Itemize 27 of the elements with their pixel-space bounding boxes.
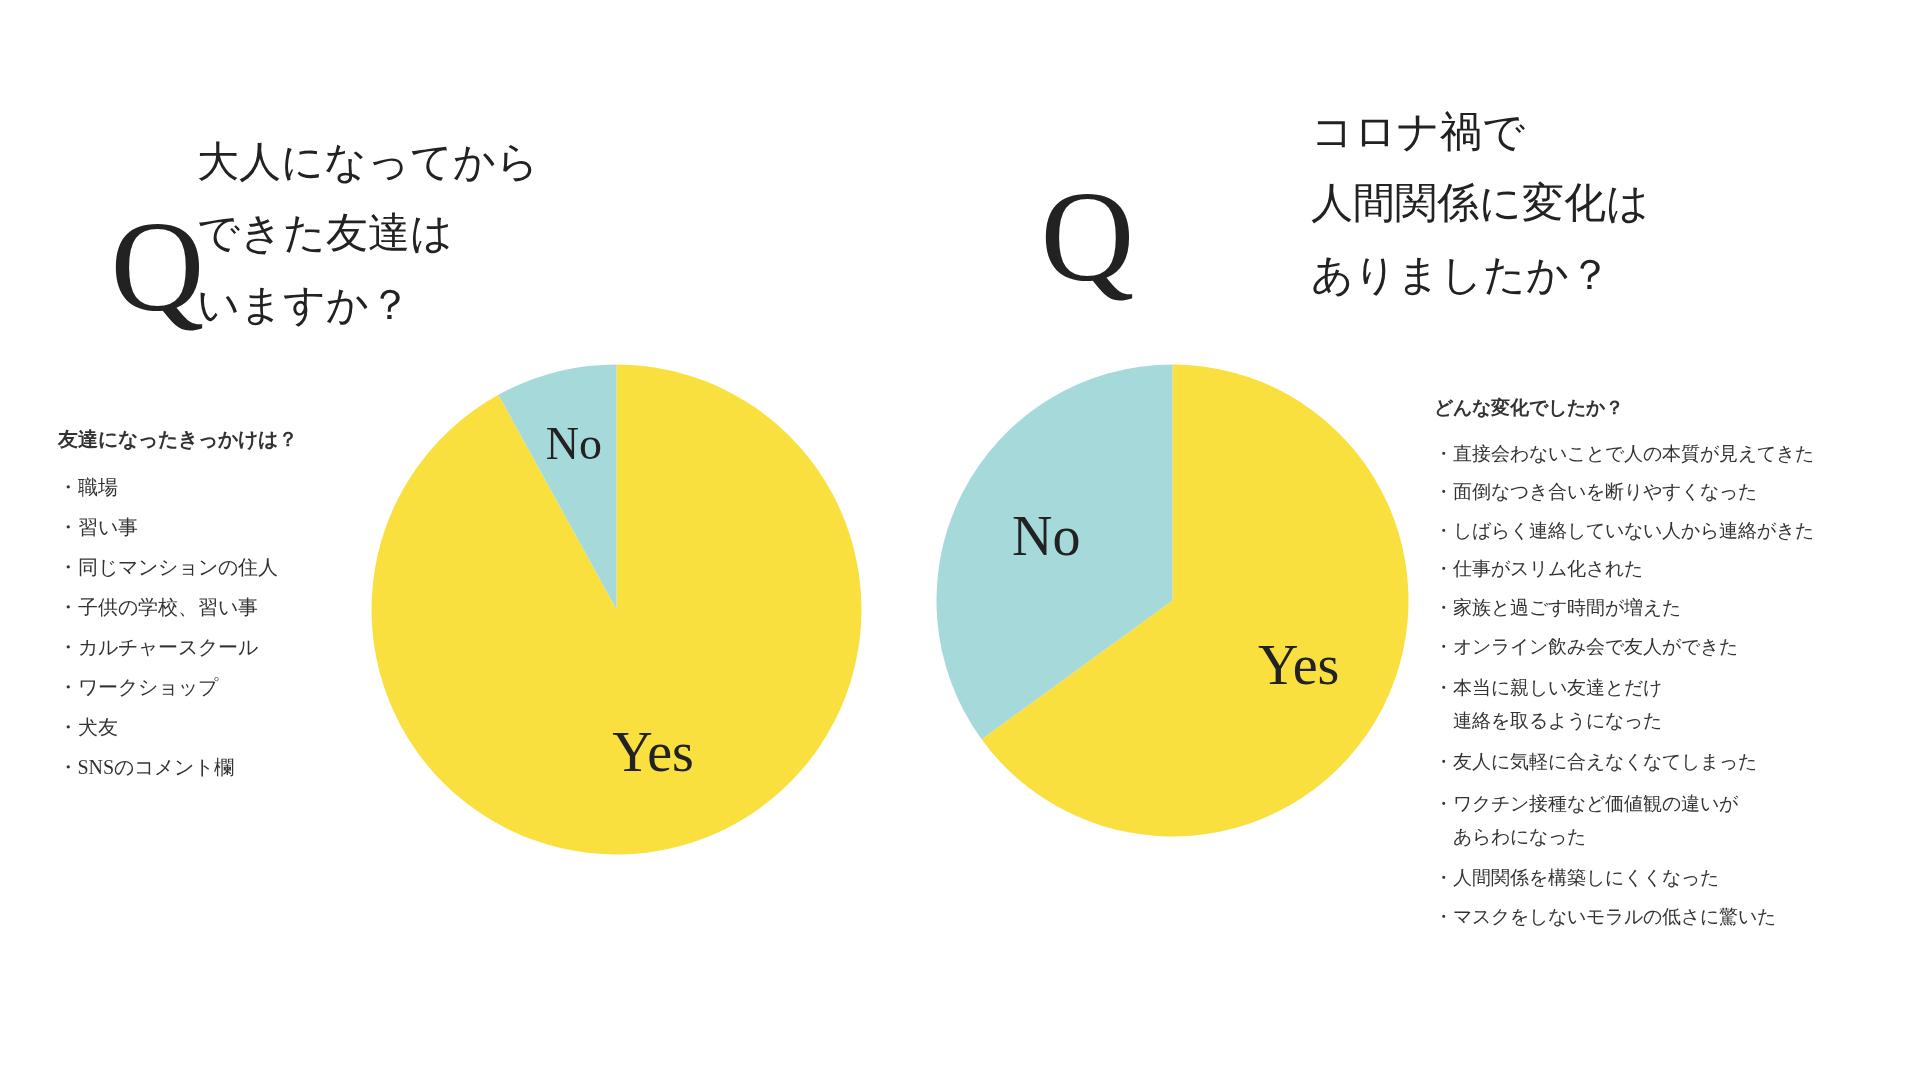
text: ・人間関係を構築しにくくなった: [1433, 867, 1719, 889]
text: ・職場: [57, 475, 118, 498]
slice-label: No: [1012, 505, 1081, 568]
chart-title: Q: [1040, 163, 1135, 308]
text: ・習い事: [57, 515, 138, 538]
text: ・オンライン飲み会で友人ができた: [1433, 635, 1738, 657]
text: ・同じマンションの住人: [57, 555, 278, 578]
text: ・面倒なつき合いを断りやすくなった: [1433, 481, 1757, 503]
slice-label: Yes: [1257, 633, 1340, 696]
text: ・直接会わないことで人の本質が見えてきた: [1433, 442, 1814, 464]
text: どんな変化でしたか？: [1433, 395, 1624, 418]
slice-label: No: [545, 417, 602, 469]
text: ・犬友: [57, 715, 118, 738]
text: ・友人に気軽に合えなくなてしまった: [1433, 751, 1757, 773]
text: ・子供の学校、習い事: [57, 595, 258, 618]
text: ・ワークショップ: [57, 675, 219, 698]
text: ・仕事がスリム化された: [1433, 558, 1643, 580]
text: ・カルチャースクール: [57, 635, 258, 658]
text: ・しばらく連絡していない人から連絡がきた: [1433, 519, 1814, 541]
slice-label: Yes: [612, 720, 694, 783]
text: ・SNSのコメント欄: [57, 755, 235, 778]
text: ・本当に親しい友達とだけ連絡を取るようになった: [1433, 676, 1662, 732]
chart-subtitle: コロナ禍で人間関係に変化はありましたか？: [1310, 109, 1649, 298]
text: 友達になったきっかけは？: [56, 426, 298, 451]
text: ・マスクをしないモラルの低さに驚いた: [1433, 905, 1776, 927]
text: ・家族と過ごす時間が増えた: [1433, 597, 1681, 618]
text: ・ワクチン接種など価値観の違いがあらわになった: [1433, 792, 1739, 848]
